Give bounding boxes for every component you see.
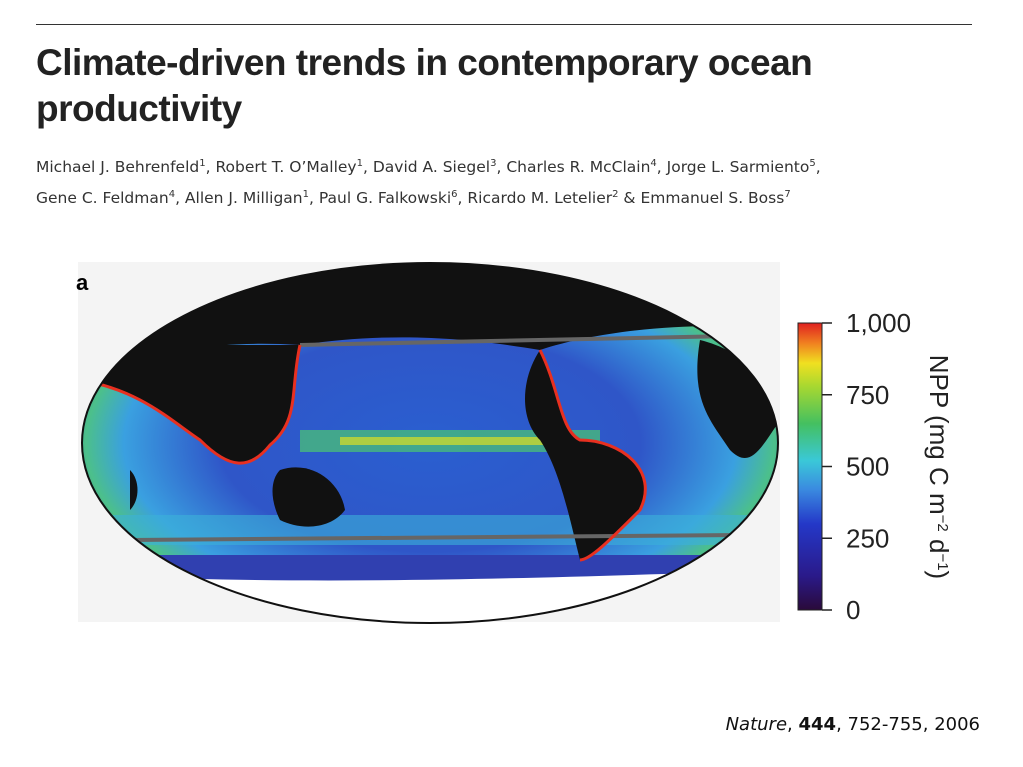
separator: , (815, 158, 821, 177)
label-superscript: −1 (935, 553, 952, 570)
author-name: Charles R. McClain (506, 158, 651, 177)
separator: & (618, 189, 641, 208)
separator: , (309, 189, 319, 208)
author-name: Paul G. Falkowski (318, 189, 452, 208)
pages: 752-755 (847, 714, 923, 735)
rule (36, 24, 972, 25)
separator: , (787, 714, 799, 735)
colorbar-tick-label: 0 (846, 595, 860, 625)
label-text: ) (924, 571, 954, 580)
colorbar-tick-label: 1,000 (846, 308, 911, 338)
author-name: Ricardo M. Letelier (467, 189, 613, 208)
author-name: Jorge L. Sarmiento (666, 158, 810, 177)
separator: , (175, 189, 185, 208)
author-name: Robert T. O’Malley (215, 158, 357, 177)
separator: , (836, 714, 848, 735)
affiliation: 6 (451, 189, 458, 201)
volume: 444 (798, 714, 837, 735)
affiliation: 1 (302, 189, 309, 201)
separator: , (205, 158, 216, 177)
colorbar-tick-label: 500 (846, 452, 889, 482)
separator: , (362, 158, 373, 177)
separator: , (656, 158, 667, 177)
affiliation: 1 (199, 158, 206, 169)
paper-title: Climate-driven trends in contemporary oc… (36, 42, 813, 129)
citation: Nature, 444, 752-755, 2006 (726, 714, 980, 735)
colorbar-label: NPP (mg C m−2 d−1) (924, 355, 954, 579)
author-name: Emmanuel S. Boss (640, 189, 785, 208)
separator: , (922, 714, 935, 735)
affiliation: 3 (490, 158, 497, 169)
colorbar-tick-label: 750 (846, 380, 889, 410)
colorbar (797, 322, 823, 611)
label-text: NPP (mg C m (924, 355, 954, 515)
year: 2006 (934, 714, 980, 735)
separator: , (496, 158, 507, 177)
affiliation: 4 (168, 189, 176, 201)
affiliation: 2 (612, 189, 619, 201)
affiliation: 1 (356, 158, 363, 169)
affiliation: 5 (809, 158, 816, 169)
affiliation: 4 (650, 158, 657, 169)
author-name: Allen J. Milligan (184, 189, 303, 208)
journal: Nature (725, 714, 788, 735)
label-text: d (924, 532, 954, 554)
author-name: David A. Siegel (372, 158, 491, 177)
author-name: Michael J. Behrenfeld (36, 158, 200, 177)
author-list: Michael J. Behrenfeld1, Robert T. O’Mall… (36, 150, 821, 212)
separator: , (457, 189, 468, 208)
author-name: Gene C. Feldman (36, 189, 169, 208)
colorbar-tick-label: 250 (846, 523, 889, 553)
affiliation: 7 (784, 189, 791, 201)
figure: a NPP (mg C m−2 d−1) 1,000 750 500 250 0 (76, 262, 954, 625)
panel-label: a (76, 270, 89, 295)
label-superscript: −2 (935, 515, 952, 532)
